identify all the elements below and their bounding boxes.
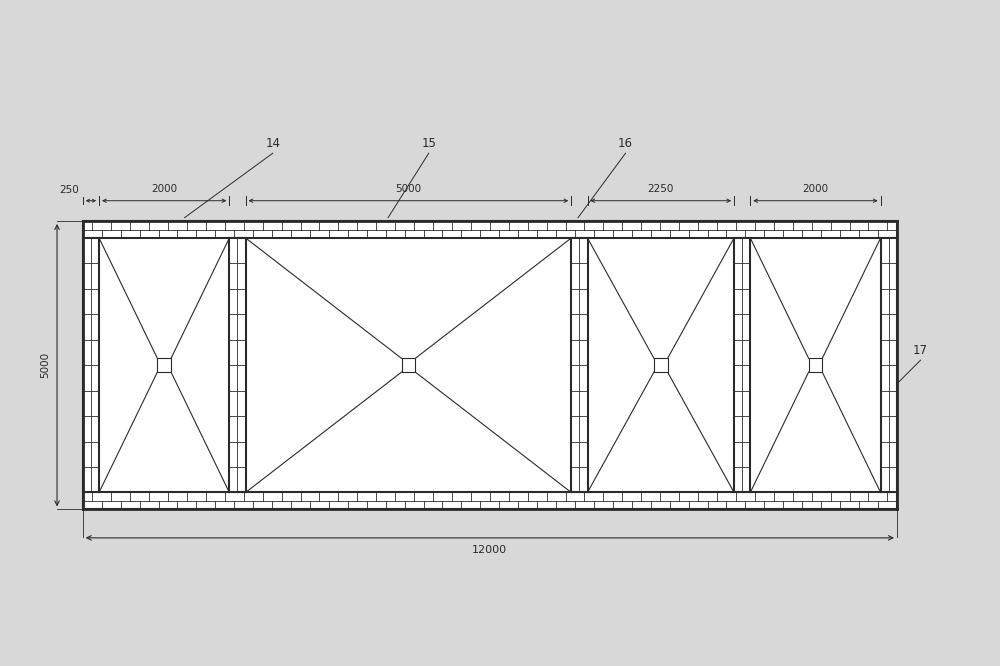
Text: 16: 16 <box>618 137 633 150</box>
Text: 12000: 12000 <box>472 545 507 555</box>
Text: 2000: 2000 <box>151 184 177 194</box>
Text: 15: 15 <box>421 137 436 150</box>
Bar <box>809 358 822 372</box>
Text: 2250: 2250 <box>648 184 674 194</box>
Bar <box>402 358 415 372</box>
Text: 14: 14 <box>265 137 280 150</box>
Text: 5000: 5000 <box>395 184 421 194</box>
Text: 250: 250 <box>60 184 79 194</box>
Text: 2000: 2000 <box>802 184 829 194</box>
Text: 17: 17 <box>913 344 928 357</box>
Bar <box>83 221 897 238</box>
Bar <box>881 238 897 492</box>
Bar <box>83 238 99 492</box>
Bar <box>83 221 897 509</box>
Bar <box>83 492 897 509</box>
Bar <box>157 358 171 372</box>
Bar <box>734 238 750 492</box>
Bar <box>654 358 668 372</box>
Bar <box>571 238 588 492</box>
Bar <box>229 238 246 492</box>
Text: 5000: 5000 <box>40 352 50 378</box>
